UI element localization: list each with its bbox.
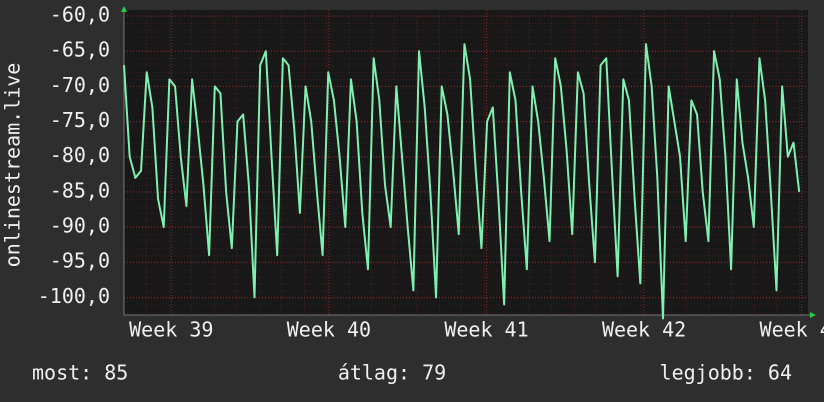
- y-tick-label: -65,0: [50, 38, 110, 62]
- y-axis-label: onlinestream.live: [1, 63, 25, 268]
- x-tick-label: Week 42: [602, 318, 686, 342]
- x-tick-label: Week 41: [444, 318, 528, 342]
- y-tick-label: -90,0: [50, 214, 110, 238]
- y-tick-label: -80,0: [50, 143, 110, 167]
- x-arrow: [810, 312, 816, 318]
- stat-best: legjobb: 64: [660, 361, 792, 385]
- minor-grid: [124, 10, 808, 315]
- x-tick-label: Week 40: [287, 318, 371, 342]
- stat-current: most: 85: [32, 361, 128, 385]
- y-tick-label: -95,0: [50, 249, 110, 273]
- x-tick-label: Week 39: [129, 318, 213, 342]
- y-tick-label: -70,0: [50, 73, 110, 97]
- y-arrow: [121, 6, 127, 12]
- data-line: [123, 43, 801, 320]
- y-tick-label: -100,0: [38, 284, 110, 308]
- y-tick-label: -75,0: [50, 108, 110, 132]
- y-tick-label: -60,0: [50, 3, 110, 27]
- y-tick-label: -85,0: [50, 178, 110, 202]
- x-tick-label: Week 43: [760, 318, 824, 342]
- stat-average: átlag: 79: [338, 361, 446, 385]
